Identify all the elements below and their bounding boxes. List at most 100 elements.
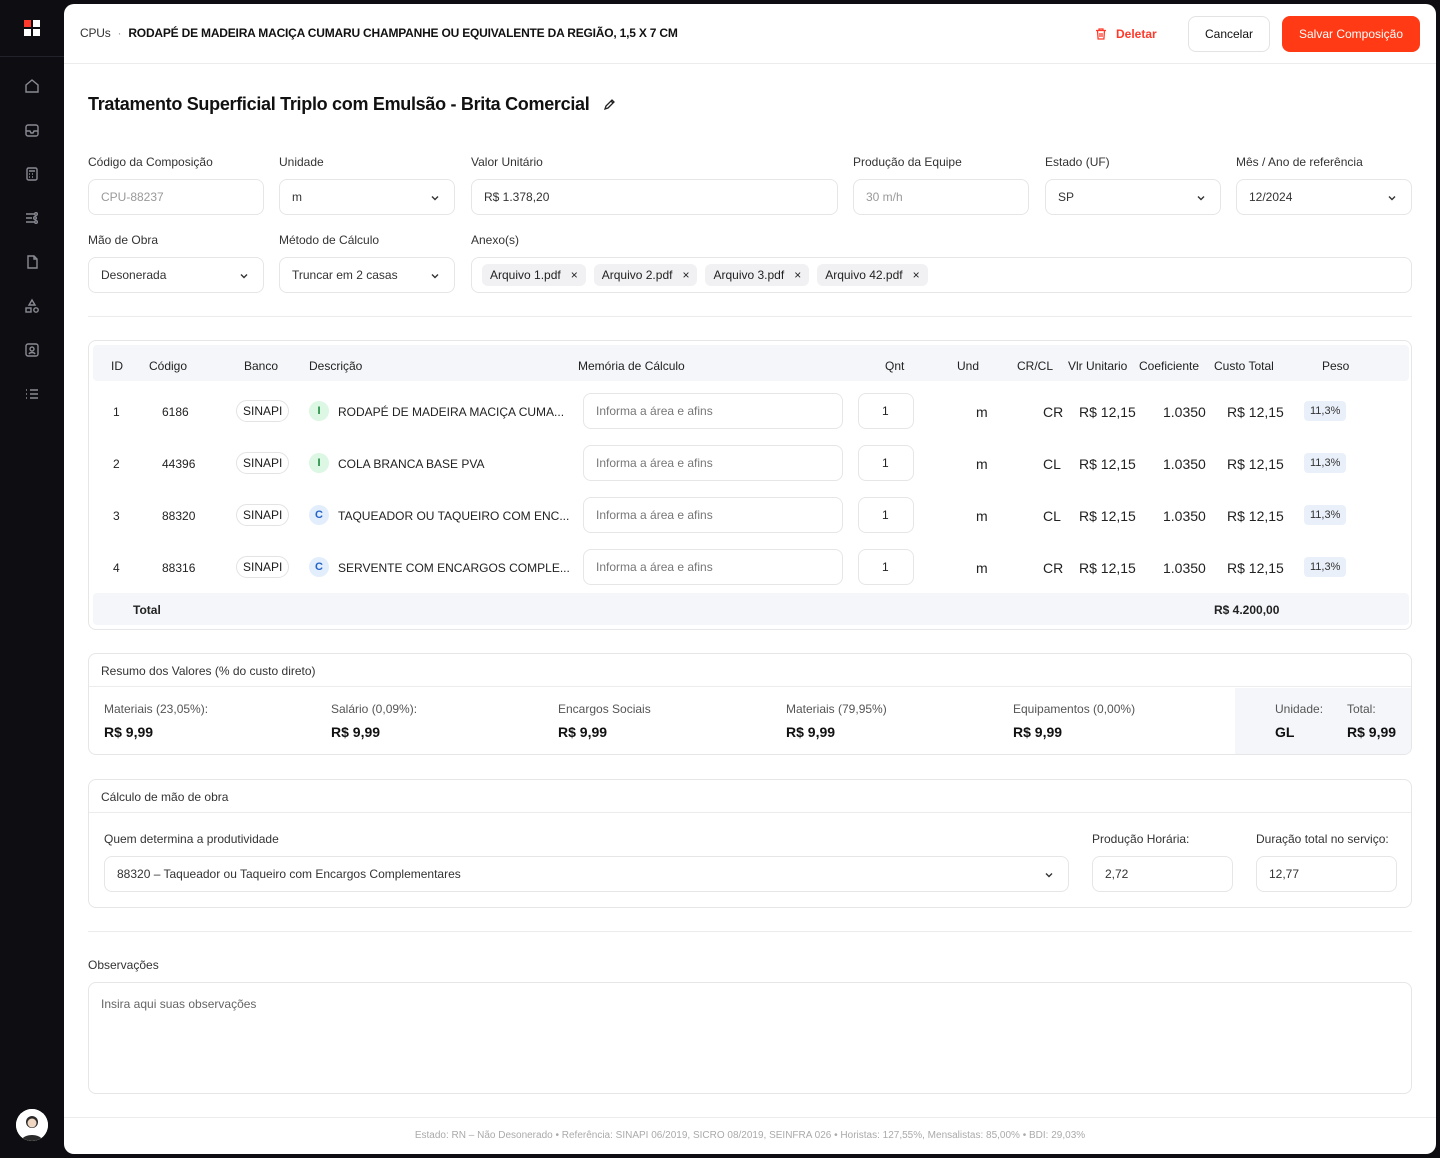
row-memoria-input[interactable]: Informa a área e afins [583, 393, 843, 429]
status-footer: Estado: RN – Não Desonerado • Referência… [64, 1117, 1436, 1154]
table-row[interactable]: 3 88320 SINAPI C TAQUEADOR OU TAQUEIRO COM E… [89, 489, 1411, 541]
row-memoria-input[interactable]: Informa a área e afins [583, 445, 843, 481]
row-qnt-input[interactable]: 1 [858, 497, 914, 533]
observacoes-textarea[interactable]: Insira aqui suas observações [88, 982, 1412, 1094]
table-row[interactable]: 4 88316 SINAPI C SERVENTE COM ENCARGOS COMPL… [89, 541, 1411, 593]
trash-icon [1096, 28, 1106, 40]
list-settings-icon[interactable] [23, 209, 41, 227]
remove-attachment-icon[interactable]: × [794, 268, 802, 282]
th-codigo: Código [149, 359, 188, 373]
row-qnt-input[interactable]: 1 [858, 393, 914, 429]
section-divider [88, 931, 1412, 932]
attachment-chip[interactable]: Arquivo 42.pdf × [817, 264, 928, 286]
user-avatar[interactable] [16, 1109, 48, 1141]
attachment-chip[interactable]: Arquivo 3.pdf × [705, 264, 810, 286]
row-peso-badge: 11,3% [1304, 505, 1347, 525]
row-coef: 1.0350 [1163, 456, 1206, 472]
items-table: ID Código Banco Descrição Memória de Cál… [88, 340, 1412, 630]
row-type-tag: I [309, 401, 329, 421]
row-custo: R$ 12,15 [1227, 560, 1284, 576]
calculator-icon[interactable] [23, 165, 41, 183]
document-icon[interactable] [23, 253, 41, 271]
estado-select[interactable]: SP [1045, 179, 1221, 215]
delete-button[interactable]: Deletar [1094, 18, 1157, 50]
duracao-input[interactable]: 12,77 [1256, 856, 1397, 892]
table-row[interactable]: 2 44396 SINAPI I COLA BRANCA BASE PVA Informa… [89, 437, 1411, 489]
unidade-select[interactable]: m [279, 179, 455, 215]
anexos-field[interactable]: Arquivo 1.pdf × Arquivo 2.pdf × Arquivo 3.… [471, 257, 1412, 293]
edit-pencil-icon[interactable] [603, 98, 616, 111]
resumo-item: Materiais (23,05%): R$ 9,99 [104, 702, 208, 740]
total-value: R$ 4.200,00 [1214, 603, 1280, 617]
resumo-item-value: R$ 9,99 [558, 724, 608, 740]
shapes-icon[interactable] [23, 297, 41, 315]
sidebar-divider [0, 56, 64, 57]
th-coef: Coeficiente [1139, 359, 1200, 373]
row-und: m [976, 456, 988, 472]
inbox-icon[interactable] [23, 121, 41, 139]
breadcrumb-separator: · [117, 26, 122, 40]
delete-label: Deletar [1116, 27, 1157, 41]
row-und: m [976, 560, 988, 576]
mes-label: Mês / Ano de referência [1236, 155, 1363, 169]
home-icon[interactable] [23, 77, 41, 95]
remove-attachment-icon[interactable]: × [570, 268, 578, 282]
valor-input[interactable]: R$ 1.378,20 [471, 179, 838, 215]
mes-select[interactable]: 12/2024 [1236, 179, 1412, 215]
save-button[interactable]: Salvar Composição [1282, 16, 1420, 52]
row-banco-badge: SINAPI [236, 504, 290, 526]
quem-select[interactable]: 88320 – Taqueador ou Taqueiro com Encarg… [104, 856, 1069, 892]
table-row[interactable]: 1 6186 SINAPI I RODAPÉ DE MADEIRA MACIÇA CUM… [89, 385, 1411, 437]
attachment-chip[interactable]: Arquivo 1.pdf × [482, 264, 586, 286]
attachment-name: Arquivo 1.pdf [490, 268, 561, 282]
unidade-value: m [292, 190, 302, 204]
metodo-select[interactable]: Truncar em 2 casas [279, 257, 455, 293]
th-id: ID [111, 359, 123, 373]
topbar: CPUs · RODAPÉ DE MADEIRA MACIÇA CUMARU CHA… [64, 4, 1436, 64]
mes-value: 12/2024 [1249, 190, 1293, 204]
row-peso-badge: 11,3% [1304, 557, 1347, 577]
breadcrumb-root[interactable]: CPUs [80, 26, 111, 40]
table-footer: Total R$ 4.200,00 [93, 593, 1409, 625]
checklist-icon[interactable] [23, 385, 41, 403]
row-memoria-input[interactable]: Informa a área e afins [583, 549, 843, 585]
row-banco-badge: SINAPI [236, 452, 290, 474]
resumo-item-value: R$ 9,99 [331, 724, 381, 740]
quem-value: 88320 – Taqueador ou Taqueiro com Encarg… [117, 867, 461, 881]
row-codigo: 88316 [162, 561, 196, 575]
chevron-down-icon [240, 274, 248, 279]
row-vlr: R$ 12,15 [1079, 560, 1136, 576]
unidade-label: Unidade [279, 155, 324, 169]
horaria-label: Produção Horária: [1092, 832, 1190, 846]
codigo-input[interactable]: CPU-88237 [88, 179, 264, 215]
row-vlr: R$ 12,15 [1079, 404, 1136, 420]
row-crcl: CR [1043, 404, 1064, 420]
row-id: 2 [113, 457, 120, 471]
resumo-item: Materiais (79,95%) R$ 9,99 [786, 702, 887, 740]
attachment-name: Arquivo 3.pdf [713, 268, 785, 282]
mao-select[interactable]: Desonerada [88, 257, 264, 293]
row-codigo: 44396 [162, 457, 196, 471]
row-qnt-input[interactable]: 1 [858, 445, 914, 481]
row-memoria-input[interactable]: Informa a área e afins [583, 497, 843, 533]
resumo-total: Total: R$ 9,99 [1347, 702, 1396, 740]
row-descricao: RODAPÉ DE MADEIRA MACIÇA CUMA... [338, 405, 565, 419]
producao-input[interactable]: 30 m/h [853, 179, 1029, 215]
attachment-chip[interactable]: Arquivo 2.pdf × [593, 264, 698, 286]
remove-attachment-icon[interactable]: × [912, 268, 920, 282]
th-vlr: Vlr Unitario [1068, 359, 1128, 373]
main-panel: CPUs · RODAPÉ DE MADEIRA MACIÇA CUMARU CHA… [64, 4, 1436, 1154]
row-qnt-input[interactable]: 1 [858, 549, 914, 585]
resumo-item-label: Salário (0,09%): [331, 702, 418, 716]
cancel-button[interactable]: Cancelar [1188, 16, 1270, 52]
row-id: 1 [113, 405, 120, 419]
th-crcl: CR/CL [1017, 359, 1054, 373]
contact-card-icon[interactable] [23, 341, 41, 359]
row-vlr: R$ 12,15 [1079, 508, 1136, 524]
attachment-name: Arquivo 2.pdf [601, 268, 673, 282]
chevron-down-icon [1197, 196, 1205, 201]
remove-attachment-icon[interactable]: × [682, 268, 690, 282]
horaria-input[interactable]: 2,72 [1092, 856, 1233, 892]
row-descricao: SERVENTE COM ENCARGOS COMPLE... [338, 561, 570, 575]
app-logo[interactable] [24, 20, 40, 36]
